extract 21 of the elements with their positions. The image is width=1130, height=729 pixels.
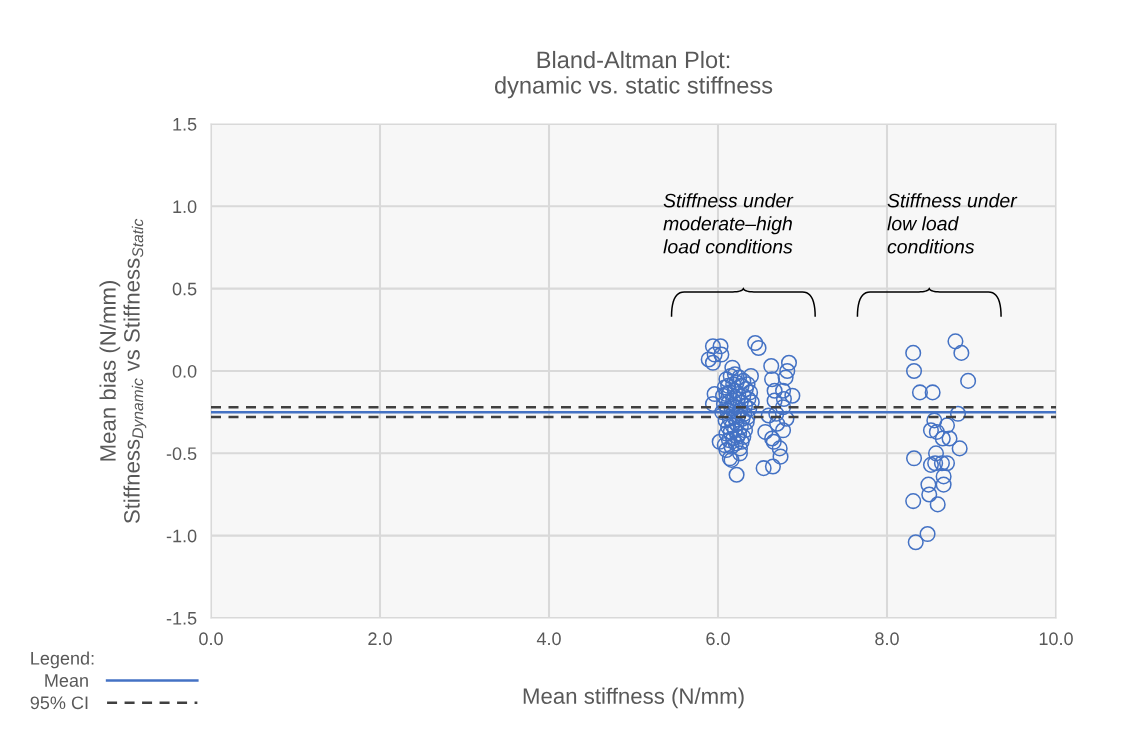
y-axis-title: Mean bias (N/mm) Stiffness$_{Dynamic}$ vs Stiffness$_{Static}$ bbox=[99, 218, 147, 524]
x-tick-label: 10.0 bbox=[1039, 632, 1073, 646]
legend-title: Legend: bbox=[31, 651, 94, 669]
x-tick-label: 4.0 bbox=[536, 632, 561, 646]
x-tick-label: 8.0 bbox=[875, 632, 899, 646]
y-tick-label: 0.0 bbox=[172, 364, 197, 378]
x-tick-label: 2.0 bbox=[368, 632, 392, 646]
y-tick-label: 1.5 bbox=[173, 118, 197, 131]
y-tick-label: 0.5 bbox=[172, 282, 197, 296]
x-tick-label: 0.0 bbox=[199, 632, 223, 646]
x-axis-title: Mean stiffness (N/mm) bbox=[523, 687, 744, 709]
y-tick-label: 1.0 bbox=[173, 200, 197, 214]
y-tick-label: -0.5 bbox=[166, 447, 197, 461]
chart-title: Bland-Altman Plot: dynamic vs. static stiffness bbox=[494, 50, 773, 99]
x-tick-label: 6.0 bbox=[706, 632, 730, 646]
annotation: Stiffness under moderate–high load conditions bbox=[663, 193, 794, 254]
legend-label: Mean bbox=[45, 674, 88, 687]
annotation: Stiffness under low load conditions bbox=[887, 193, 1018, 254]
legend-label: 95% CI bbox=[30, 696, 88, 710]
y-tick-label: -1.0 bbox=[166, 529, 197, 543]
y-tick-label: -1.5 bbox=[166, 612, 197, 625]
